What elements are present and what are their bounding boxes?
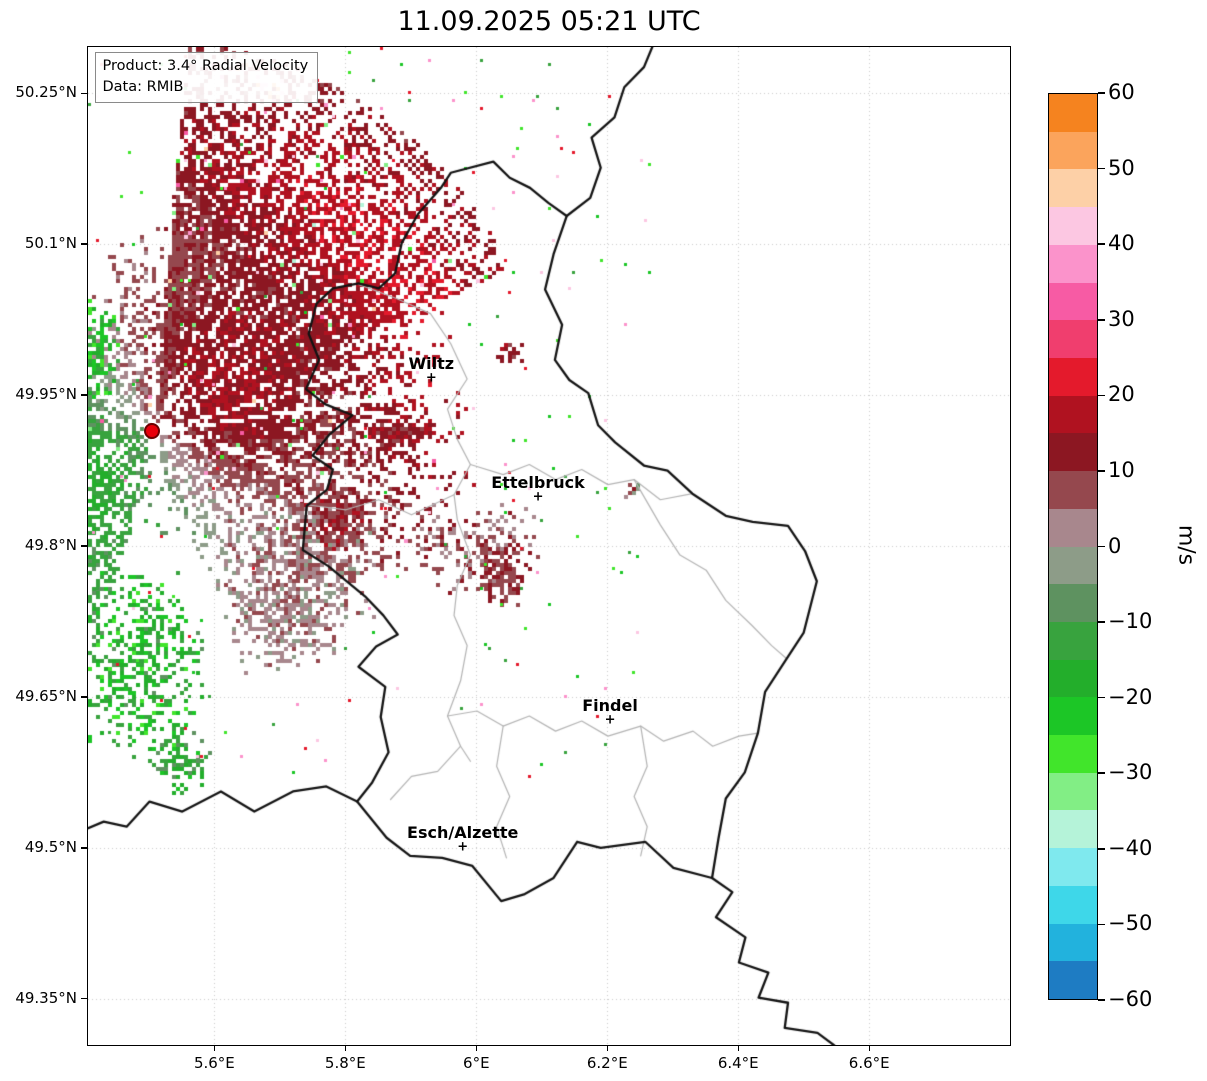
x-tick: [606, 1045, 608, 1051]
product-line: Product: 3.4° Radial Velocity: [102, 57, 309, 74]
colorbar-tick: [1098, 621, 1105, 623]
colorbar-tick: [1098, 999, 1105, 1001]
colorbar-tick: [1098, 923, 1105, 926]
y-tick: [81, 545, 87, 547]
y-tick: [81, 394, 87, 396]
y-tick-label: 49.35°N: [15, 988, 77, 1007]
x-tick-label: 6°E: [463, 1054, 490, 1072]
colorbar-tick-label: 0: [1108, 533, 1122, 558]
colorbar-band: [1049, 772, 1097, 811]
colorbar-tick-label: −10: [1108, 609, 1153, 634]
colorbar-tick: [1098, 92, 1105, 94]
colorbar-band: [1049, 282, 1097, 321]
colorbar-band: [1049, 961, 1097, 1000]
colorbar-tick-label: −30: [1108, 760, 1153, 785]
colorbar-unit-label: m/s: [1173, 524, 1199, 566]
colorbar-tick: [1098, 243, 1105, 245]
city-label: Wiltz: [408, 354, 455, 374]
colorbar-band: [1049, 471, 1097, 510]
colorbar-band: [1049, 320, 1097, 359]
x-tick: [213, 1045, 216, 1051]
colorbar-tick-label: 10: [1108, 457, 1135, 482]
y-tick: [81, 243, 87, 245]
y-tick: [81, 696, 87, 698]
x-tick-label: 5.8°E: [324, 1054, 366, 1072]
colorbar-band: [1049, 433, 1097, 472]
x-tick-label: 6.4°E: [717, 1054, 759, 1072]
x-tick-label: 6.6°E: [848, 1054, 890, 1072]
colorbar-tick-label: −50: [1108, 911, 1153, 936]
colorbar-tick-label: −20: [1108, 684, 1153, 709]
colorbar-band: [1049, 735, 1097, 774]
y-tick: [81, 92, 87, 94]
map-axes: Product: 3.4° Radial Velocity Data: RMIB…: [86, 45, 1011, 1046]
city-label: Ettelbruck: [491, 473, 585, 493]
x-tick: [868, 1045, 870, 1051]
x-tick-label: 5.6°E: [193, 1054, 235, 1072]
colorbar-tick: [1098, 167, 1105, 170]
x-tick: [737, 1045, 739, 1051]
city-label: Findel: [582, 695, 638, 715]
colorbar-tick: [1098, 772, 1105, 775]
city-plus-marker: +: [604, 712, 616, 728]
y-tick-label: 49.8°N: [24, 536, 77, 554]
y-tick: [81, 847, 87, 849]
y-tick-label: 50.25°N: [15, 83, 77, 102]
city-label: Esch/Alzette: [407, 823, 519, 843]
colorbar-tick: [1098, 848, 1105, 850]
colorbar-band: [1049, 94, 1097, 133]
colorbar-band: [1049, 244, 1097, 283]
radar-site-marker: [143, 422, 160, 439]
y-tick-label: 50.1°N: [24, 234, 77, 253]
x-tick: [344, 1045, 347, 1051]
colorbar-band: [1049, 395, 1097, 434]
y-tick-label: 49.65°N: [15, 686, 77, 705]
colorbar-band: [1049, 584, 1097, 623]
colorbar-band: [1049, 621, 1097, 661]
colorbar-band: [1049, 659, 1097, 698]
colorbar-band: [1049, 207, 1097, 246]
x-tick-label: 6.2°E: [586, 1054, 628, 1072]
colorbar-band: [1049, 810, 1097, 849]
y-tick: [81, 998, 87, 1000]
data-source-line: Data: RMIB: [102, 78, 184, 95]
colorbar-tick-label: 50: [1108, 155, 1135, 180]
product-info-box: Product: 3.4° Radial Velocity Data: RMIB: [94, 51, 319, 103]
colorbar-tick-label: 40: [1108, 231, 1135, 256]
colorbar-tick: [1098, 696, 1105, 699]
colorbar-tick-label: 20: [1108, 382, 1135, 407]
colorbar-tick: [1098, 318, 1105, 321]
x-tick: [475, 1045, 477, 1051]
colorbar-band: [1049, 697, 1097, 736]
colorbar-tick: [1098, 470, 1105, 472]
colorbar-tick-label: −60: [1108, 987, 1153, 1011]
radar-map-canvas: [87, 46, 1010, 1045]
city-plus-marker: +: [425, 370, 437, 386]
colorbar-band: [1049, 885, 1097, 925]
colorbar-band: [1049, 848, 1097, 887]
colorbar-tick: [1098, 394, 1105, 397]
colorbar-band: [1049, 357, 1097, 397]
city-plus-marker: +: [457, 839, 469, 855]
colorbar-band: [1049, 131, 1097, 170]
y-tick-label: 49.5°N: [24, 837, 77, 856]
colorbar-tick-label: −40: [1108, 835, 1153, 860]
colorbar-tick-label: 30: [1108, 306, 1135, 331]
colorbar-band: [1049, 546, 1097, 585]
colorbar-tick: [1098, 545, 1105, 548]
y-tick-label: 49.95°N: [15, 385, 77, 404]
city-plus-marker: +: [532, 489, 544, 505]
colorbar-band: [1049, 169, 1097, 208]
figure-title: 11.09.2025 05:21 UTC: [397, 6, 701, 37]
colorbar: [1048, 93, 1098, 1000]
colorbar-band: [1049, 508, 1097, 547]
colorbar-band: [1049, 923, 1097, 962]
colorbar-tick-label: 60: [1108, 80, 1135, 104]
